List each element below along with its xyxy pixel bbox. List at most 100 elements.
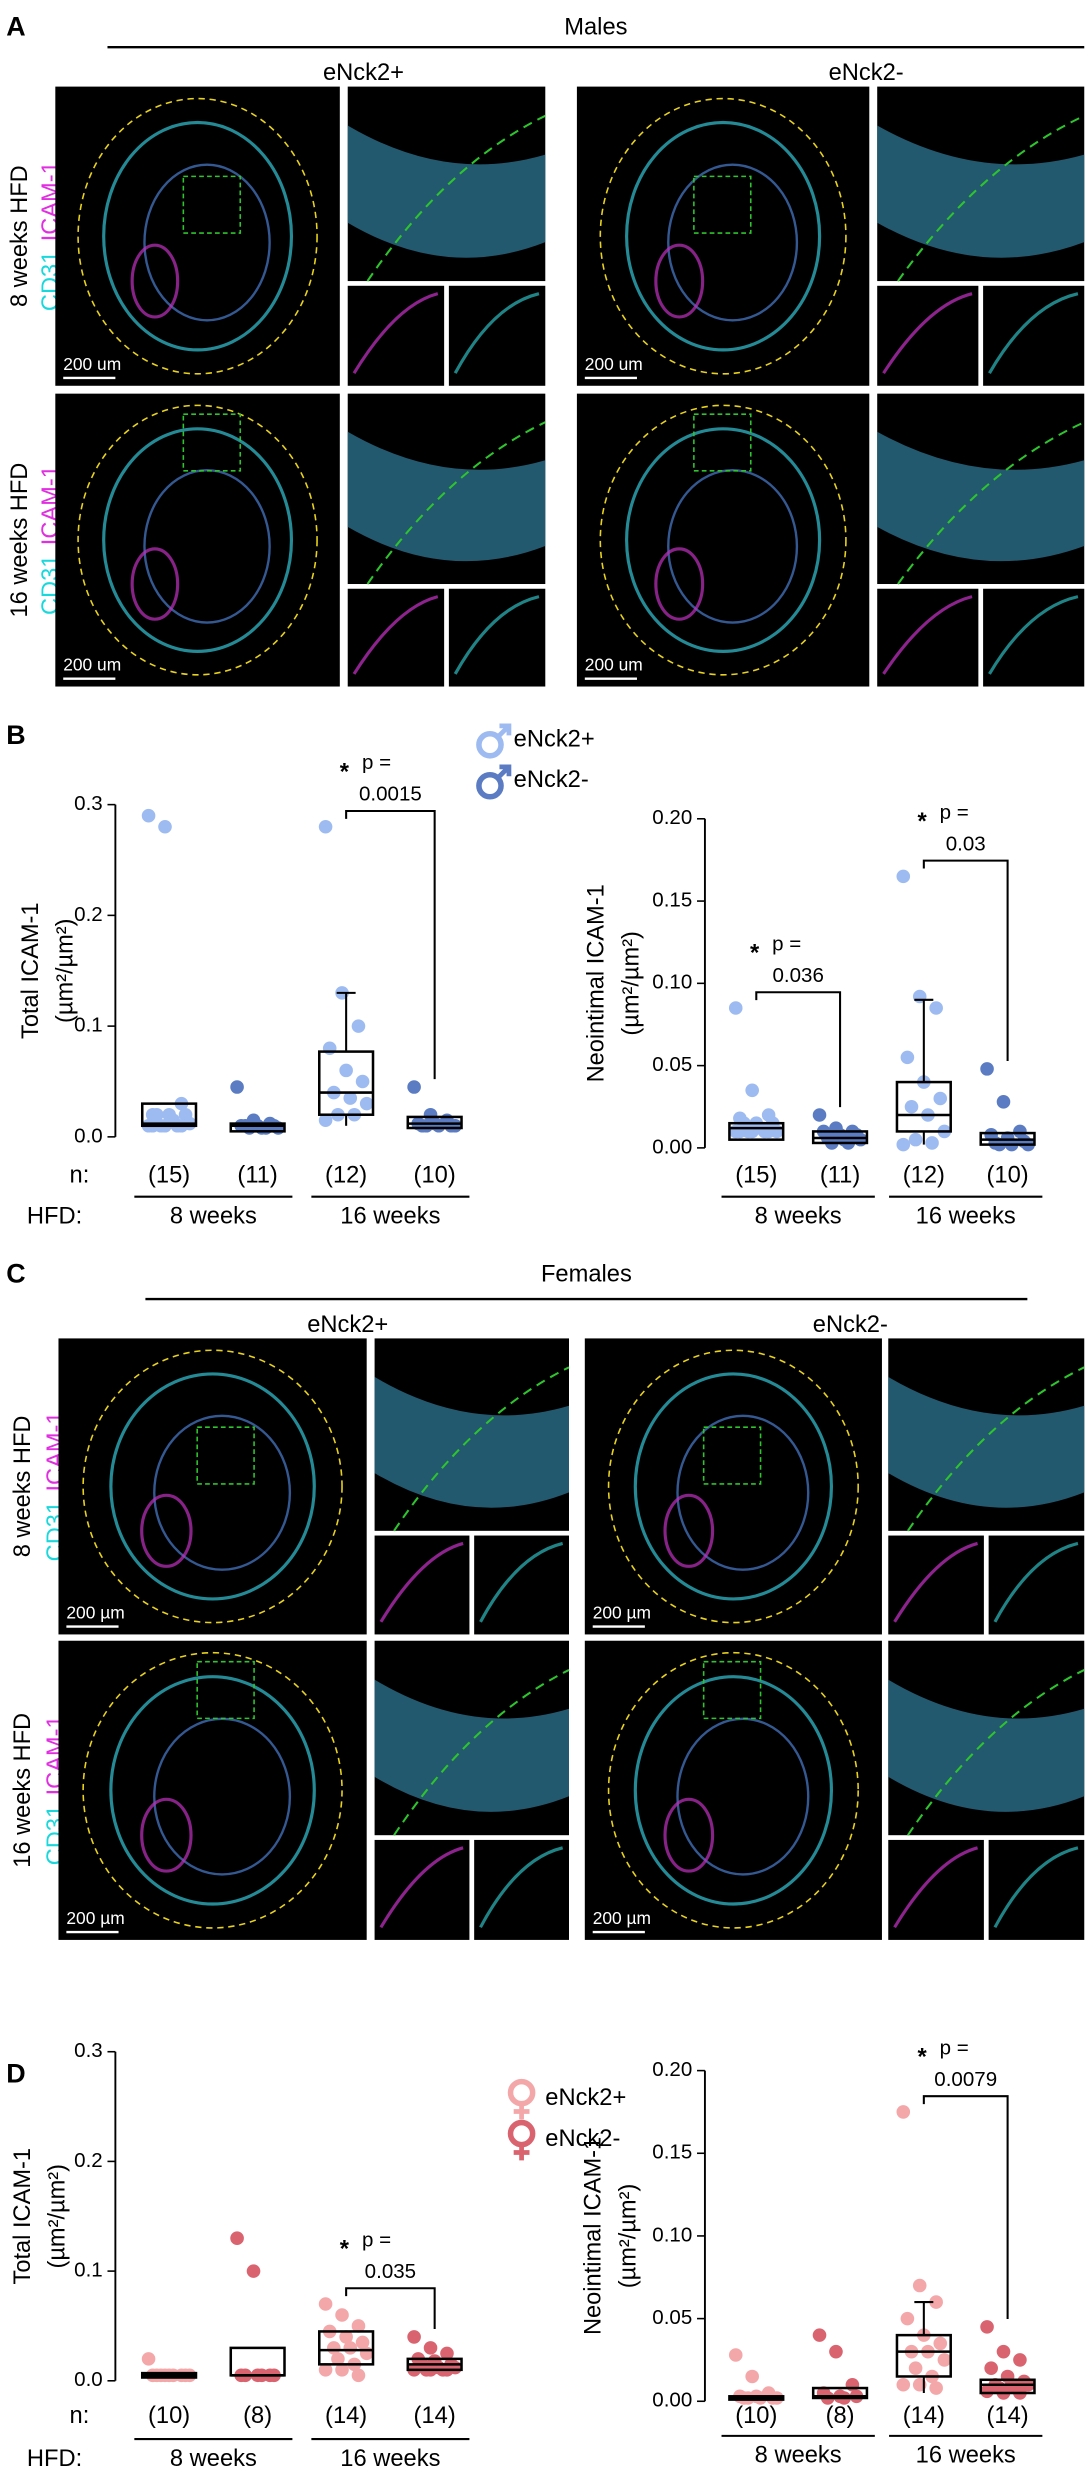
inset-tissue [347,431,546,562]
roi-box [196,1426,255,1485]
tissue-cd31 [625,120,822,352]
inset-icam-signal [352,595,439,675]
p-label: p = [940,2036,969,2059]
micrograph [584,1640,882,1940]
inset-icam [347,285,445,386]
group-label: eNck2+ [307,1312,388,1338]
data-point [933,1091,948,1106]
n-label: (14) [903,2403,945,2429]
data-point [339,1063,353,1078]
significance-bracket [345,2287,436,2330]
data-point [158,820,172,834]
legend-label: eNck2+ [514,726,595,752]
y-axis-label: (µm²/µm²) [53,918,79,1023]
row-label: 8 weeks HFD [7,165,33,307]
scale-bar-label: 200 um [585,354,643,374]
data-point [728,1001,743,1015]
micrograph [584,1338,882,1635]
inset-tissue [347,125,546,258]
y-tick-label: 0.2 [74,2149,103,2172]
data-point [230,2231,244,2245]
y-tick-label: 0.3 [74,2039,103,2062]
data-point [322,1041,337,1056]
y-tick-label: 0.00 [652,1135,692,1158]
inset-icam [347,588,445,687]
inset-cd31 [474,1839,569,1940]
n-label: (15) [735,1163,777,1189]
y-tick-label: 0.00 [652,2389,692,2412]
panel-title: Females [541,1262,632,1288]
y-tick-label: 0.2 [74,903,103,926]
data-point [440,2346,454,2361]
data-point [407,2330,421,2344]
n-label: (11) [820,1163,860,1189]
inset-tissue [888,1679,1085,1812]
data-point [351,2368,366,2383]
x-group-label: 8 weeks [170,1203,257,1229]
n-label: (14) [414,2403,456,2429]
significance-star: * [918,809,928,835]
y-tick-label: 0.20 [652,2058,692,2081]
p-value: 0.0015 [359,783,422,806]
inset-icam-signal [893,1846,978,1929]
y-tick-label: 0.10 [652,2223,692,2246]
inset-border [907,1668,1085,1836]
y-tick-label: 0.15 [652,2141,692,2164]
data-point [925,1136,939,1150]
inset-cd31 [448,285,546,386]
y-axis-label: Neointimal ICAM-1 [581,2137,607,2335]
tissue-inner [143,163,271,322]
legend-symbol-cross [513,2144,530,2161]
group-label: eNck2- [829,60,904,86]
scale-bar-label: 200 µm [593,1603,651,1623]
hfd-row-label: HFD: [27,1203,82,1229]
vessel-outline [82,1651,343,1929]
inset-icam [877,285,979,386]
y-axis-label: Total ICAM-1 [18,903,44,1039]
x-group-label: 16 weeks [340,2446,440,2472]
data-point [812,1108,827,1122]
group-label: eNck2- [813,1312,888,1338]
n-row-label: n: [70,2403,90,2429]
inset-icam-signal [352,292,439,375]
legend-label: eNck2- [514,767,589,793]
x-group-label: 16 weeks [340,1203,440,1229]
y-tick-label: 0.1 [74,2259,103,2282]
data-point [141,808,156,823]
inset-border [393,1366,570,1532]
panel-label: D [6,2058,25,2088]
data-point [230,1080,244,1094]
p-label: p = [772,932,801,955]
data-point [853,1132,868,1147]
scale-bar-label: 200 µm [66,1603,124,1623]
box [895,1080,952,1133]
tissue-cd31 [633,1372,834,1601]
significance-bracket [345,810,436,1080]
inset-tissue [888,1376,1085,1508]
x-group-label: 16 weeks [916,2443,1016,2469]
data-point [318,820,333,834]
significance-star: * [918,2045,928,2071]
x-group-label: 8 weeks [170,2446,257,2472]
inset-cd31-signal [479,1846,564,1929]
scale-bar-label: 200 µm [66,1908,124,1928]
data-point [908,1132,923,1147]
inset-icam [888,1839,984,1940]
significance-star: * [750,941,760,967]
data-point [355,1074,370,1089]
inset-cd31-signal [993,1541,1079,1623]
inset-icam-signal [893,1541,978,1623]
inset-cd31 [474,1535,569,1635]
panel-label: C [6,1259,25,1289]
inset-border [897,421,1085,585]
data-point [900,1050,915,1065]
y-axis-label: (µm²/µm²) [45,2164,71,2269]
tissue-inner [667,163,799,322]
y-axis-label: (µm²/µm²) [618,931,644,1036]
micrograph [55,393,340,687]
data-point [900,2311,915,2326]
data-point [431,1119,446,1133]
data-point [339,2330,353,2344]
data-point [933,2336,948,2351]
data-point [929,1001,943,1015]
